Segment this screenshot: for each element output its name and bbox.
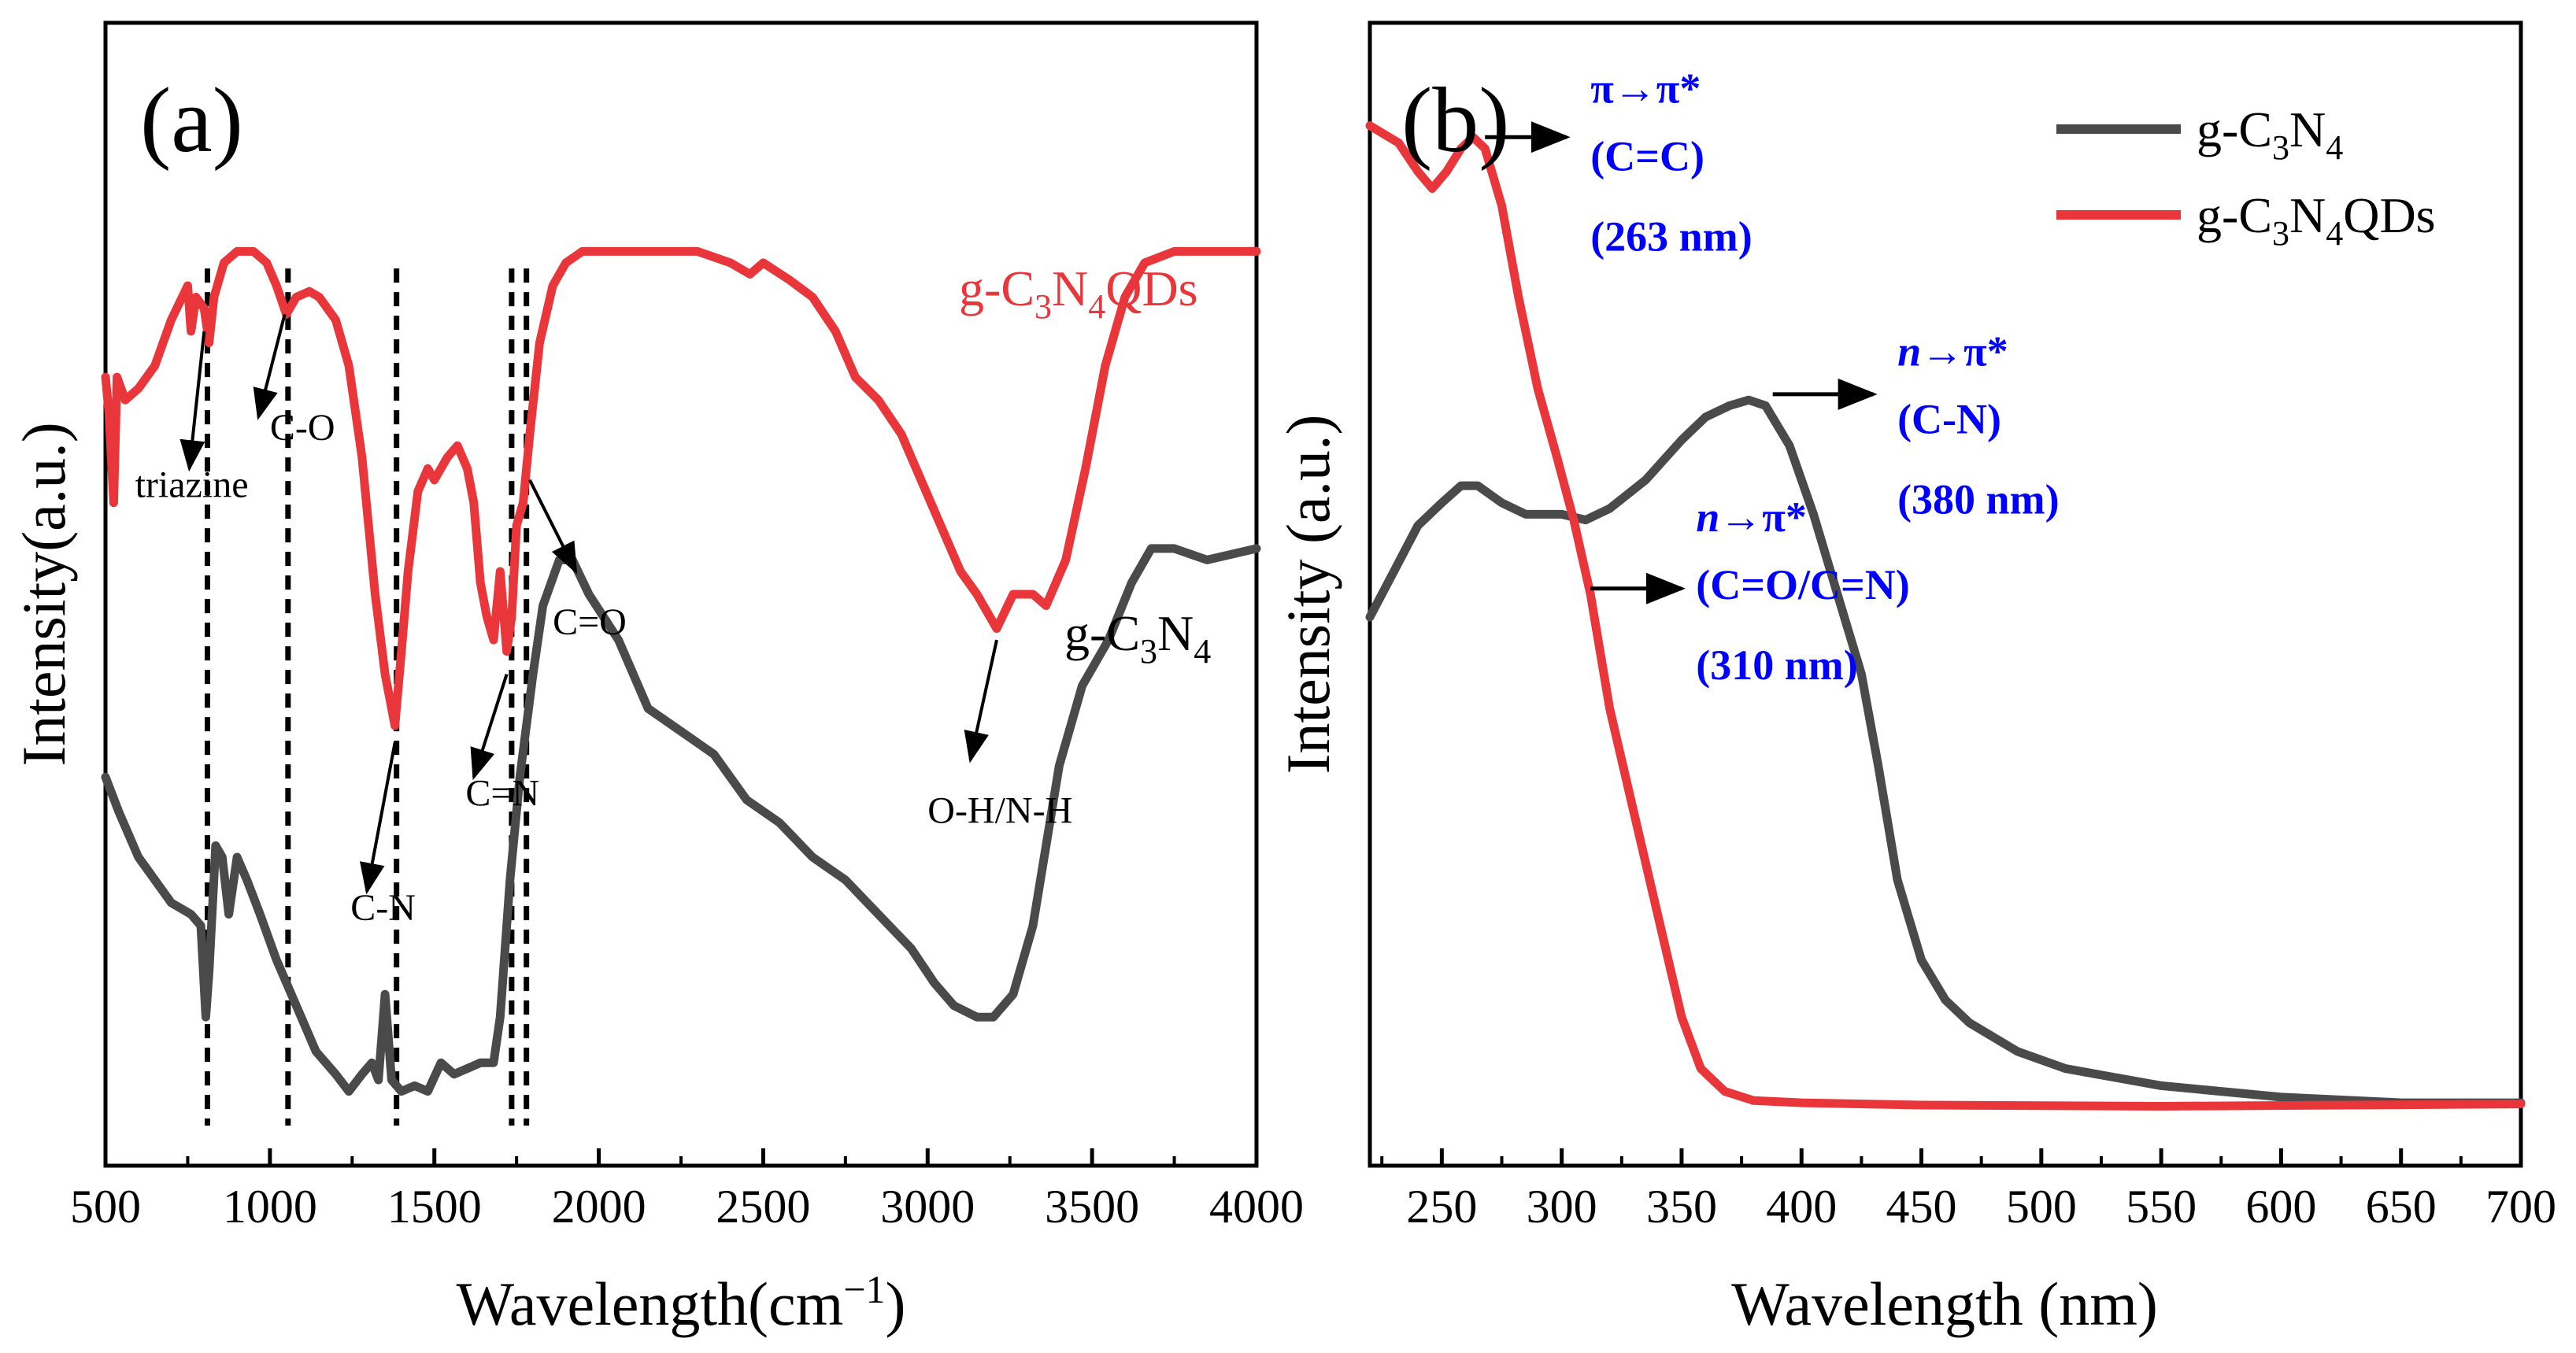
panel-a-gcn-label: g-C3N4 <box>1064 605 1211 671</box>
panel-b-plot-frame <box>1368 20 2523 1168</box>
x-tick-label: 2500 <box>716 1181 810 1233</box>
x-tick-label: 1500 <box>387 1181 482 1233</box>
annotation-label: C=N <box>465 773 539 815</box>
transition-label: n→π* <box>1696 494 1807 541</box>
bond-label: (C=C) <box>1590 133 1704 180</box>
x-tick-label: 600 <box>2245 1181 2316 1233</box>
panel-a-qds-label: g-C3N4QDs <box>959 261 1198 326</box>
transition-label: n→π* <box>1897 328 2008 375</box>
x-tick-label: 4000 <box>1209 1181 1304 1233</box>
bond-label: (C=O/C=N) <box>1696 561 1910 608</box>
x-tick-label: 650 <box>2366 1181 2437 1233</box>
x-tick-label: 3500 <box>1045 1181 1139 1233</box>
bond-label: (C-N) <box>1897 396 2001 443</box>
panel-b-annotations: π→π* (C=C) (263 nm) n→π* (C-N) (380 nm) n→π* (C… <box>1485 65 2060 689</box>
panel-a-series <box>101 246 1261 1096</box>
annotation-label: triazine <box>135 464 249 506</box>
annotation-arrow <box>528 479 578 575</box>
series-line-g-c3n4 <box>1365 395 2526 1107</box>
x-tick-label: 250 <box>1406 1181 1477 1233</box>
x-tick-label: 450 <box>1886 1181 1957 1233</box>
x-tick-label: 2000 <box>552 1181 646 1233</box>
x-tick-label: 700 <box>2485 1181 2556 1233</box>
annotation-arrow <box>360 742 397 895</box>
panel-b-legend: g-C3N4 g-C3N4QDs <box>2056 102 2436 253</box>
x-tick-label: 3000 <box>880 1181 975 1233</box>
annotation-label: O-H/N-H <box>927 789 1072 831</box>
panel-a-plot-frame <box>103 20 1259 1168</box>
annotation-arrow <box>180 331 206 472</box>
x-tick-label: 350 <box>1646 1181 1717 1233</box>
panel-b-x-ticks: 250 300 350 400 450 500 550 600 650 700 <box>1380 1148 2556 1233</box>
series-line-g-c3n4qds <box>1365 121 2526 1111</box>
series-line-g-c3n4qds <box>101 246 1261 730</box>
panel-b-uvvis-chart: π→π* (C=C) (263 nm) n→π* (C-N) (380 nm) n→π* (C… <box>1274 20 2556 1338</box>
x-tick-label: 1000 <box>223 1181 317 1233</box>
wavelength-label: (310 nm) <box>1696 641 1857 689</box>
legend-label-gcn: g-C3N4 <box>2197 102 2343 167</box>
panel-a-dashed-guides <box>204 268 530 1126</box>
x-tick-label: 400 <box>1766 1181 1837 1233</box>
panel-b-y-axis-label: Intensity (a.u.) <box>1274 414 1342 774</box>
panel-a-x-ticks: 500 1000 1500 2000 2500 3000 3500 4000 <box>70 1148 1304 1233</box>
panel-a-ftir-chart: triazine C-O C-N C=N C=O O-H/N-H 500 1000 1500 2… <box>9 20 1304 1338</box>
x-tick-label: 550 <box>2126 1181 2197 1233</box>
wavelength-label: (263 nm) <box>1590 213 1752 261</box>
panel-a-y-axis-label: Intensity(a.u.) <box>9 422 78 767</box>
annotation-arrow <box>964 639 998 763</box>
panel-b-x-axis-label: Wavelength (nm) <box>1731 1270 2158 1338</box>
panel-a-x-axis-label: Wavelength(cm−1) <box>456 1267 905 1338</box>
panel-a-annotations: triazine C-O C-N C=N C=O O-H/N-H <box>135 313 1072 929</box>
annotation-arrow <box>470 674 509 781</box>
annotation-label: C-N <box>350 887 416 929</box>
x-tick-label: 500 <box>2006 1181 2077 1233</box>
annotation-arrow <box>253 313 287 420</box>
panel-b-label: (b) <box>1401 68 1510 172</box>
wavelength-label: (380 nm) <box>1897 476 2059 523</box>
x-tick-label: 300 <box>1527 1181 1597 1233</box>
annotation-label: C-O <box>270 407 335 449</box>
annotation-label: C=O <box>553 601 627 643</box>
panel-b-series <box>1365 121 2526 1111</box>
series-line-g-c3n4 <box>101 544 1261 1096</box>
legend-label-qds: g-C3N4QDs <box>2197 187 2436 253</box>
transition-label: π→π* <box>1590 65 1701 113</box>
x-tick-label: 500 <box>70 1181 141 1233</box>
panel-a-label: (a) <box>140 68 243 172</box>
